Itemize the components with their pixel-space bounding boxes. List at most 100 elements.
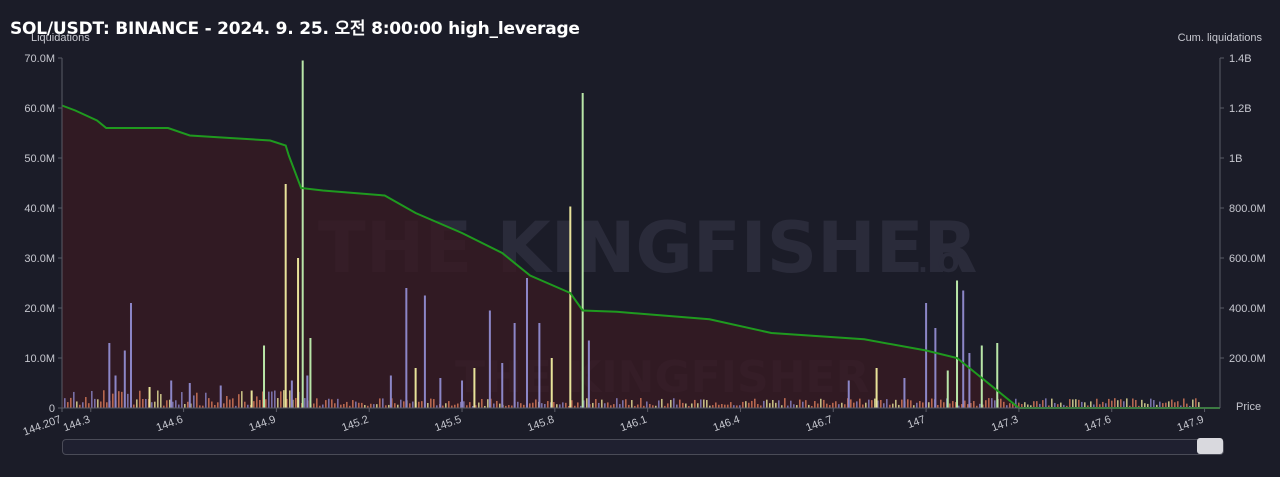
minor-bar — [1003, 401, 1005, 408]
liquidation-bar — [170, 380, 173, 408]
minor-bar — [325, 400, 327, 408]
minor-bar — [181, 392, 183, 408]
minor-bar — [610, 405, 612, 408]
minor-bar — [199, 405, 201, 408]
liquidation-bar — [550, 358, 553, 408]
scrollbar-handle[interactable] — [1197, 438, 1223, 454]
minor-bar — [760, 405, 762, 408]
minor-bar — [427, 402, 429, 408]
minor-bar — [1168, 401, 1170, 408]
minor-bar — [508, 405, 510, 408]
minor-bar — [436, 405, 438, 408]
minor-bar — [667, 403, 669, 408]
minor-bar — [517, 401, 519, 408]
minor-bar — [463, 401, 465, 408]
liquidation-bar — [114, 375, 117, 408]
minor-bar — [1117, 400, 1119, 408]
minor-bar — [988, 398, 990, 408]
minor-bar — [1087, 405, 1089, 408]
minor-bar — [145, 398, 147, 408]
minor-bar — [1039, 403, 1041, 408]
cum-liquidations-area — [62, 105, 1220, 408]
minor-bar — [1105, 403, 1107, 408]
minor-bar — [928, 402, 930, 408]
minor-bar — [724, 404, 726, 408]
minor-bar — [448, 401, 450, 408]
minor-bar — [139, 390, 141, 408]
minor-bar — [1099, 404, 1101, 408]
minor-bar — [1195, 398, 1197, 408]
minor-bar — [862, 404, 864, 408]
minor-bar — [844, 404, 846, 408]
minor-bar — [697, 403, 699, 408]
minor-bar — [910, 400, 912, 408]
minor-bar — [772, 399, 774, 408]
x-tick-label: 145.5 — [433, 414, 463, 435]
minor-bar — [721, 403, 723, 408]
liquidation-bar — [875, 368, 878, 408]
range-scrollbar[interactable] — [62, 438, 1224, 455]
x-tick-label: 144.207 — [22, 414, 63, 439]
minor-bar — [952, 401, 954, 408]
minor-bar — [247, 404, 249, 408]
minor-bar — [1165, 402, 1167, 408]
minor-bar — [877, 400, 879, 408]
x-tick-label: 147.3 — [990, 414, 1020, 435]
liquidation-bar — [473, 368, 476, 408]
minor-bar — [1012, 403, 1014, 408]
minor-bar — [880, 399, 882, 408]
minor-bar — [97, 399, 99, 408]
minor-bar — [532, 402, 534, 408]
minor-bar — [691, 403, 693, 408]
liquidation-bar — [946, 370, 949, 408]
minor-bar — [1147, 403, 1149, 408]
minor-bar — [940, 399, 942, 408]
left-tick-label: 30.0M — [24, 253, 55, 265]
minor-bar — [646, 401, 648, 408]
minor-bar — [1033, 401, 1035, 408]
minor-bar — [442, 405, 444, 408]
minor-bar — [67, 402, 69, 408]
minor-bar — [88, 403, 90, 408]
right-tick-label: 1B — [1229, 153, 1242, 165]
minor-bar — [1048, 405, 1050, 408]
minor-bar — [496, 400, 498, 408]
minor-bar — [1141, 399, 1143, 408]
minor-bar — [598, 402, 600, 408]
minor-bar — [793, 404, 795, 408]
minor-bar — [262, 391, 264, 408]
minor-bar — [412, 401, 414, 408]
minor-bar — [970, 403, 972, 408]
minor-bar — [289, 390, 291, 408]
minor-bar — [1018, 402, 1020, 408]
minor-bar — [757, 404, 759, 408]
minor-bar — [1156, 404, 1158, 408]
minor-bar — [676, 404, 678, 408]
liquidation-bar — [301, 60, 304, 408]
liquidation-bar — [405, 288, 408, 408]
minor-bar — [274, 390, 276, 408]
minor-bar — [979, 403, 981, 408]
minor-bar — [1015, 398, 1017, 408]
minor-bar — [112, 393, 114, 408]
minor-bar — [748, 402, 750, 408]
minor-bar — [268, 391, 270, 408]
minor-bar — [163, 405, 165, 408]
minor-bar — [208, 398, 210, 408]
minor-bar — [973, 401, 975, 408]
minor-bar — [823, 399, 825, 408]
minor-bar — [403, 401, 405, 408]
minor-bar — [364, 404, 366, 408]
minor-bar — [805, 400, 807, 408]
minor-bar — [382, 398, 384, 408]
minor-bar — [865, 402, 867, 408]
minor-bar — [100, 401, 102, 408]
minor-bar — [286, 398, 288, 408]
minor-bar — [898, 404, 900, 408]
minor-bar — [670, 399, 672, 408]
minor-bar — [820, 398, 822, 408]
minor-bar — [1069, 399, 1071, 408]
left-tick-label: 10.0M — [24, 353, 55, 365]
minor-bar — [892, 403, 894, 408]
minor-bar — [571, 400, 573, 408]
